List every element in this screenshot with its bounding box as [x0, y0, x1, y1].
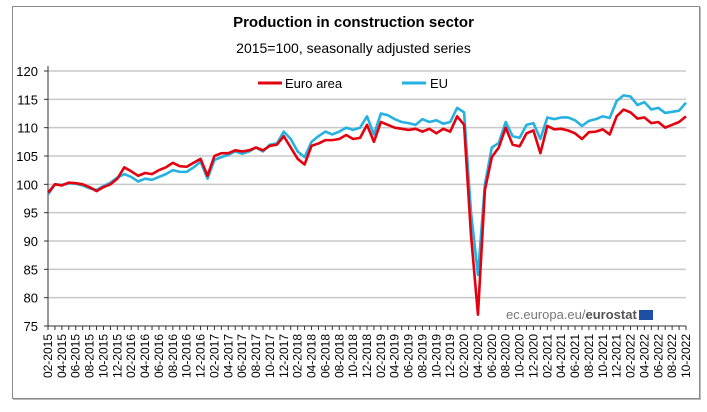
x-tick-label: 10-2016 — [180, 334, 194, 378]
x-tick-label: 02-2020 — [457, 334, 471, 378]
y-tick-label: 75 — [24, 319, 38, 334]
x-tick-label: 12-2016 — [194, 334, 208, 378]
chart-title: Production in construction sector — [233, 14, 474, 31]
x-tick-label: 08-2021 — [582, 334, 596, 378]
x-tick-label: 06-2017 — [235, 334, 249, 378]
y-tick-label: 105 — [16, 149, 38, 164]
x-tick-label: 10-2020 — [513, 334, 527, 378]
y-tick-label: 90 — [24, 234, 38, 249]
x-tick-label: 04-2019 — [388, 334, 402, 378]
x-tick-label: 06-2022 — [651, 334, 665, 378]
x-tick-label: 08-2019 — [415, 334, 429, 378]
x-tick-label: 04-2020 — [471, 334, 485, 378]
y-tick-label: 100 — [16, 177, 38, 192]
x-tick-label: 12-2019 — [443, 334, 457, 378]
x-tick-label: 12-2020 — [526, 334, 540, 378]
x-tick-label: 04-2017 — [221, 334, 235, 378]
chart-frame — [12, 6, 700, 399]
x-tick-label: 08-2016 — [166, 334, 180, 378]
x-tick-label: 02-2021 — [540, 334, 554, 378]
x-tick-label: 10-2021 — [596, 334, 610, 378]
x-tick-label: 04-2016 — [138, 334, 152, 378]
y-tick-label: 115 — [17, 92, 38, 107]
x-tick-label: 02-2017 — [207, 334, 221, 378]
x-tick-label: 02-2015 — [41, 334, 55, 378]
x-tick-label: 10-2015 — [96, 334, 110, 378]
chart-subtitle: 2015=100, seasonally adjusted series — [236, 40, 471, 56]
source-domain: ec.europa.eu/ — [506, 307, 586, 322]
series-line-eu — [46, 94, 687, 277]
x-tick-label: 12-2015 — [110, 334, 124, 378]
x-tick-label: 08-2022 — [665, 334, 679, 378]
x-tick-label: 12-2018 — [360, 334, 374, 378]
x-tick-label: 08-2015 — [83, 334, 97, 378]
x-tick-label: 12-2021 — [610, 334, 624, 378]
x-tick-label: 02-2018 — [291, 334, 305, 378]
x-tick-label: 06-2016 — [152, 334, 166, 378]
x-tick-label: 08-2020 — [499, 334, 513, 378]
x-tick-label: 02-2022 — [624, 334, 638, 378]
x-tick-label: 12-2017 — [277, 334, 291, 378]
x-tick-label: 10-2018 — [346, 334, 360, 378]
y-tick-label: 80 — [24, 291, 38, 306]
x-tick-label: 08-2017 — [249, 334, 263, 378]
x-tick-label: 04-2018 — [305, 334, 319, 378]
x-tick-label: 02-2019 — [374, 334, 388, 378]
source-credit: ec.europa.eu/eurostat — [506, 307, 653, 322]
x-tick-label: 04-2021 — [554, 334, 568, 378]
x-tick-label: 06-2019 — [402, 334, 416, 378]
x-tick-label: 06-2018 — [318, 334, 332, 378]
x-tick-label: 06-2021 — [568, 334, 582, 378]
y-tick-label: 95 — [24, 206, 38, 221]
x-tick-label: 10-2022 — [679, 334, 693, 378]
legend-label: EU — [430, 76, 448, 91]
legend-label: Euro area — [285, 76, 343, 91]
source-brand: eurostat — [585, 307, 637, 322]
x-tick-label: 02-2016 — [124, 334, 138, 378]
x-tick-label: 04-2022 — [637, 334, 651, 378]
eu-flag-icon — [638, 310, 653, 320]
x-tick-label: 08-2018 — [332, 334, 346, 378]
x-tick-label: 10-2019 — [429, 334, 443, 378]
x-tick-label: 06-2020 — [485, 334, 499, 378]
y-tick-label: 110 — [17, 121, 38, 136]
y-tick-label: 120 — [16, 64, 38, 79]
y-tick-label: 85 — [24, 262, 38, 277]
x-tick-label: 04-2015 — [55, 334, 69, 378]
series-line-euro-area — [46, 108, 687, 316]
x-tick-label: 10-2017 — [263, 334, 277, 378]
x-tick-label: 06-2015 — [69, 334, 83, 378]
